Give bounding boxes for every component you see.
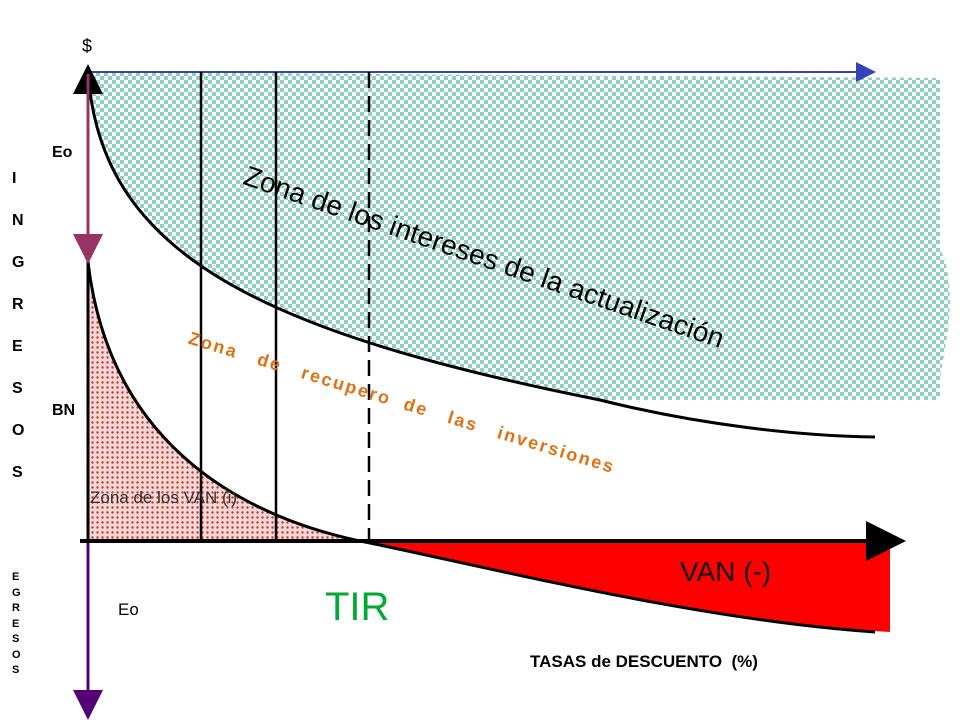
eo-label: Eo: [52, 144, 73, 161]
van-negative-label: VAN (-): [680, 556, 772, 587]
bn-label: BN: [52, 402, 76, 419]
eo-bottom-label: Eo: [118, 600, 139, 619]
negative-van-zone: [370, 543, 890, 632]
egresos-label: EGRESOS: [12, 571, 21, 676]
ingresos-label: INGRESOS: [12, 170, 25, 481]
van-zone-label: Zona de los VAN (i): [90, 488, 238, 507]
van-zone: [88, 262, 370, 543]
lower-curve: [86, 261, 876, 634]
x-axis-label: TASAS de DESCUENTO (%): [530, 652, 758, 671]
tir-label: TIR: [325, 585, 390, 629]
y-unit: $: [82, 36, 93, 56]
upper-curve: [86, 71, 876, 439]
